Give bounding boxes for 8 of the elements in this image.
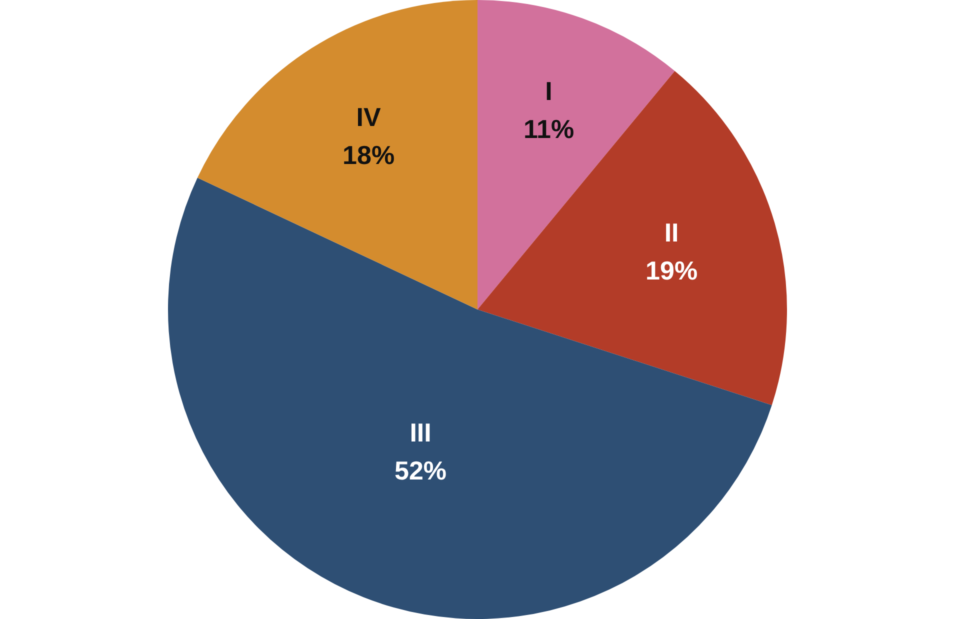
data-label: 18% (342, 140, 395, 170)
slice-label: II (664, 217, 679, 248)
data-label: 52% (394, 456, 447, 486)
slice-label: IV (356, 102, 382, 132)
data-label: 11% (523, 114, 574, 144)
slice-label: III (410, 418, 432, 448)
data-label: 19% (646, 255, 698, 286)
slice-label: I (545, 76, 552, 106)
